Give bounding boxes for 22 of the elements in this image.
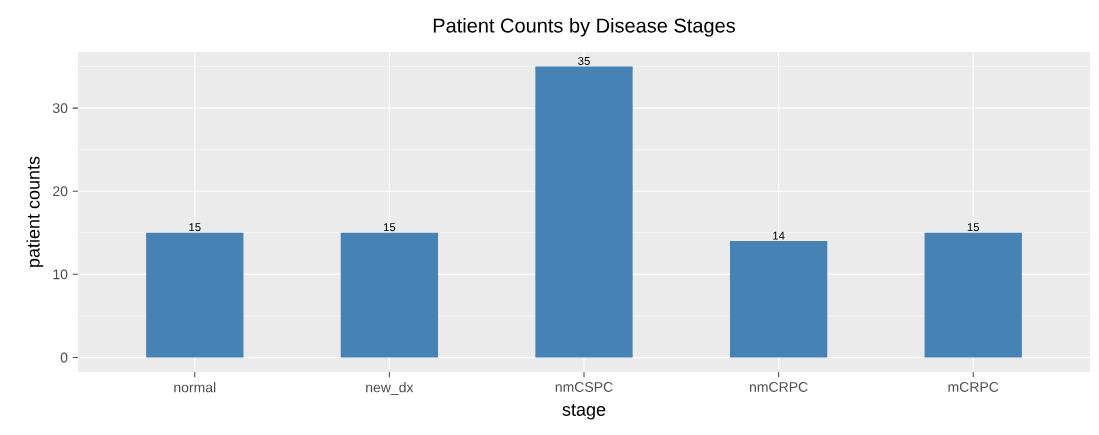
data-label: 14 xyxy=(773,231,785,240)
bar xyxy=(146,232,244,358)
x-tick-label: new_dx xyxy=(366,382,414,395)
x-tick-label: mCRPC xyxy=(948,382,999,392)
chart-title: Patient Counts by Disease Stages xyxy=(433,17,735,37)
y-axis-title: patient counts xyxy=(26,156,44,267)
x-tick-label: nmCSPC xyxy=(555,382,613,392)
data-label: 35 xyxy=(578,56,590,65)
data-label: 15 xyxy=(967,223,980,232)
y-tick-label: 30 xyxy=(52,103,68,114)
bar xyxy=(729,241,828,358)
bar xyxy=(535,66,633,358)
bar xyxy=(340,232,439,358)
y-tick-label: 20 xyxy=(53,186,68,197)
x-tick-label: normal xyxy=(174,382,216,393)
data-label: 15 xyxy=(189,223,201,232)
data-label: 15 xyxy=(383,223,396,232)
x-tick-label: nmCRPC xyxy=(749,382,808,392)
y-tick-label: 10 xyxy=(53,269,68,280)
y-tick-label: 0 xyxy=(60,352,68,363)
x-axis-title: stage xyxy=(562,404,606,420)
bar xyxy=(924,232,1022,358)
